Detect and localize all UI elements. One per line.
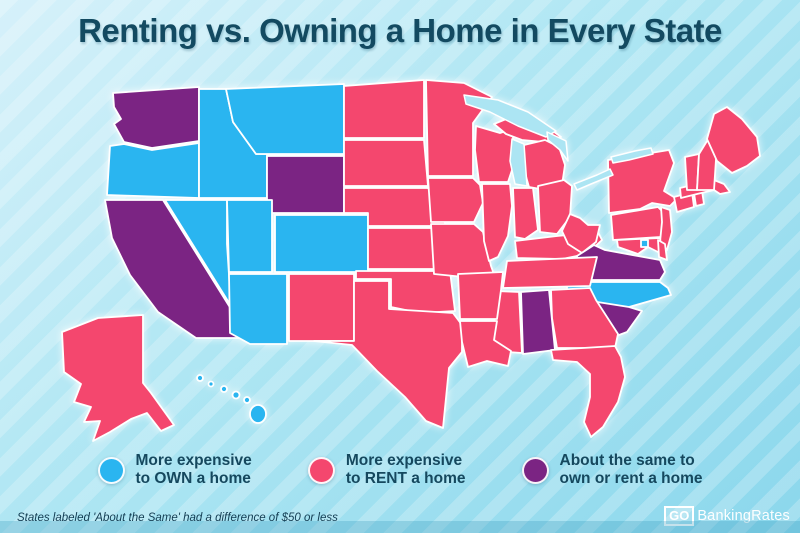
lake-huron [546,131,569,162]
legend: More expensive to OWN a home More expens… [0,452,800,488]
state-texas [313,280,463,429]
state-delaware [657,239,668,261]
state-south-dakota [343,139,429,187]
state-new-york [607,149,678,214]
footnote: States labeled 'About the Same' had a di… [17,512,338,524]
legend-label-rent-line1: More expensive [345,452,463,469]
hawaii-island-3 [220,385,228,393]
state-nevada [164,199,232,307]
state-florida [550,345,626,438]
legend-label-own: More expensive to OWN a home [136,452,252,488]
legend-label-same-line2: own or rent a home [559,470,703,488]
hawaii-island-2 [207,380,215,388]
legend-label-same: About the same to own or rent a home [560,452,703,488]
lake-ontario [610,147,654,164]
gobankingrates-logo: GO BankingRates [664,505,790,526]
legend-label-same-line1: About the same to [559,452,695,469]
hawaii-island-5 [243,396,251,404]
legend-item-rent: More expensive to RENT a home [307,452,466,488]
state-oregon [106,142,200,199]
state-montana [225,83,345,155]
state-hawaii [196,374,267,424]
state-alabama [520,289,556,355]
state-illinois [481,183,513,262]
page-title: Renting vs. Owning a Home in Every State [78,12,722,49]
great-lakes-group [463,94,654,191]
legend-item-own: More expensive to OWN a home [97,452,252,488]
state-missouri [430,223,496,280]
lake-erie [573,168,614,191]
state-arkansas [457,271,504,320]
state-district-of-columbia [640,239,649,248]
state-wyoming [266,155,345,214]
state-maryland [616,237,663,255]
legend-dot-same-icon [521,456,549,484]
state-iowa [427,177,484,223]
state-indiana [512,187,539,240]
state-alaska [61,314,175,442]
hawaii-island-1 [196,374,204,382]
state-washington [112,86,200,149]
state-north-dakota [343,79,425,139]
legend-label-rent-line2: to RENT a home [345,470,466,488]
legend-dot-rent-icon [307,456,335,484]
legend-label-own-line2: to OWN a home [135,470,251,488]
lake-michigan [509,138,528,187]
state-tennessee [502,256,598,289]
hawaii-island-4 [231,390,241,400]
state-west-virginia [561,213,601,254]
state-new-jersey [659,206,673,251]
state-utah [226,199,273,273]
legend-label-rent: More expensive to RENT a home [346,452,466,488]
logo-go-box: GO [664,505,695,526]
legend-label-own-line1: More expensive [135,452,252,469]
state-new-hampshire [696,140,718,191]
state-louisiana [459,320,512,368]
state-colorado [274,214,369,273]
state-new-mexico [288,273,355,342]
legend-dot-own-icon [97,456,125,484]
logo-text: BankingRates [697,507,790,524]
lake-superior [463,94,557,138]
legend-item-same: About the same to own or rent a home [521,452,703,488]
state-maine [706,106,761,174]
hawaii-big-island [249,404,267,424]
states-group [61,79,761,442]
state-california [104,199,247,339]
state-arizona [228,273,288,345]
bottom-accent-band [0,521,800,533]
